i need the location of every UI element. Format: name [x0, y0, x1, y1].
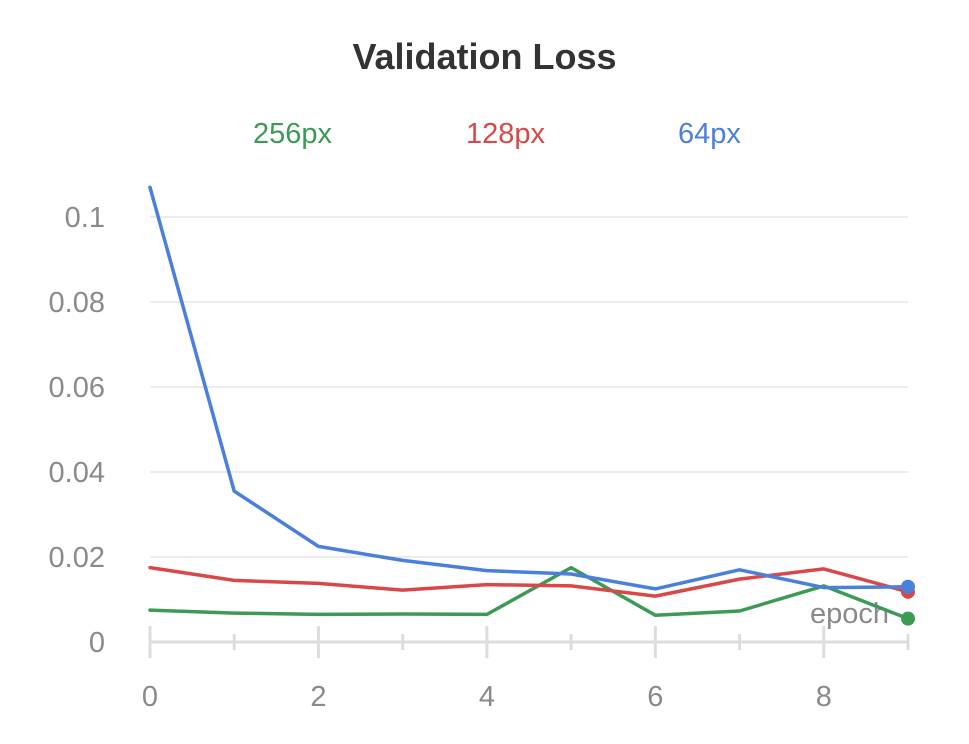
y-tick-label: 0.06 [49, 372, 105, 404]
x-tick-label: 8 [816, 681, 832, 713]
y-tick-label: 0.08 [49, 287, 105, 319]
y-tick-label: 0.02 [49, 542, 105, 574]
x-tick-label: 2 [310, 681, 326, 713]
x-tick-label: 0 [142, 681, 158, 713]
y-tick-label: 0 [89, 627, 105, 659]
series-endpoint-64px [901, 579, 915, 594]
series-line-128px [148, 565, 910, 598]
y-tick-label: 0.04 [49, 457, 105, 489]
chart-title: Validation Loss [352, 36, 617, 77]
x-tick-label: 6 [647, 681, 663, 713]
legend-item-256px[interactable]: 256px [253, 118, 333, 150]
series-line-256px [148, 565, 910, 621]
x-axis-label: epoch [810, 598, 889, 630]
series-line-64px [148, 185, 910, 591]
series-endpoint-256px [901, 611, 915, 626]
legend-item-64px[interactable]: 64px [678, 118, 741, 150]
legend-item-128px[interactable]: 128px [466, 118, 546, 150]
y-tick-label: 0.1 [65, 202, 105, 234]
x-tick-label: 4 [479, 681, 495, 713]
